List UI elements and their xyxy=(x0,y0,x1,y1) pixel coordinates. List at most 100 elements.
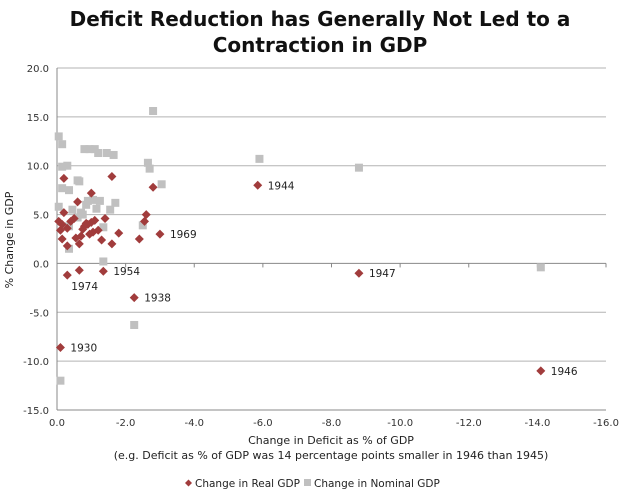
nominal-gdp-point xyxy=(157,180,166,189)
real-gdp-point xyxy=(114,228,124,238)
real-gdp-point xyxy=(59,173,69,183)
nominal-gdp-point xyxy=(99,257,108,266)
chart-title-line2: Contraction in GDP xyxy=(212,33,428,57)
point-label-1938: 1938 xyxy=(144,293,171,305)
y-tick-label: 5.0 xyxy=(33,211,49,222)
gridlines xyxy=(57,67,606,362)
nominal-gdp-point xyxy=(94,149,103,158)
x-tick-label: -2.0 xyxy=(116,418,136,429)
nominal-gdp-point xyxy=(130,320,139,329)
real-gdp-point xyxy=(107,239,117,249)
nominal-gdp-point xyxy=(82,200,91,209)
real-gdp-point xyxy=(62,223,72,233)
point-annotations: 1930 1974 1954 1938 1944 1947 1946 1969 xyxy=(70,180,577,378)
series-real-gdp xyxy=(54,171,546,376)
nominal-gdp-point xyxy=(78,210,87,219)
real-gdp-point xyxy=(54,216,64,226)
real-gdp-point xyxy=(155,229,165,239)
x-tick-label: -4.0 xyxy=(184,418,204,429)
point-label-1954: 1954 xyxy=(113,266,140,278)
nominal-gdp-point xyxy=(145,164,154,173)
real-gdp-point xyxy=(129,293,139,303)
nominal-gdp-point xyxy=(89,195,98,204)
nominal-gdp-point xyxy=(58,162,67,171)
legend-real-gdp-label: Change in Real GDP xyxy=(195,478,300,490)
real-gdp-point xyxy=(141,210,151,220)
nominal-gdp-point xyxy=(149,106,158,115)
nominal-gdp-point xyxy=(58,140,67,149)
nominal-gdp-point xyxy=(54,132,63,141)
nominal-gdp-point xyxy=(75,177,84,186)
real-gdp-point xyxy=(81,218,91,228)
real-gdp-point xyxy=(74,265,84,275)
nominal-gdp-point xyxy=(138,221,147,230)
real-gdp-point xyxy=(536,366,546,376)
real-gdp-point xyxy=(62,241,72,251)
nominal-gdp-point xyxy=(106,205,115,214)
y-axis-title: % Change in GDP xyxy=(3,191,16,288)
nominal-gdp-point xyxy=(536,263,545,272)
real-gdp-point xyxy=(55,342,65,352)
nominal-gdp-point xyxy=(95,196,104,205)
x-axis-note: (e.g. Deficit as % of GDP was 14 percent… xyxy=(114,449,549,462)
legend-nominal-gdp-label: Change in Nominal GDP xyxy=(314,478,440,490)
nominal-gdp-point xyxy=(63,161,72,170)
x-tick-label: 0.0 xyxy=(49,418,65,429)
series-nominal-gdp xyxy=(54,106,545,385)
x-tick-label: -14.0 xyxy=(524,418,550,429)
real-gdp-point xyxy=(93,225,103,235)
real-gdp-point xyxy=(57,234,67,244)
point-label-1944: 1944 xyxy=(268,180,295,192)
x-tick-label: -16.0 xyxy=(593,418,619,429)
nominal-gdp-point xyxy=(58,184,67,193)
real-gdp-point xyxy=(86,188,96,198)
real-gdp-point xyxy=(90,215,100,225)
nominal-gdp-point xyxy=(102,149,111,158)
real-gdp-point xyxy=(253,180,263,190)
nominal-gdp-point xyxy=(255,154,264,163)
real-gdp-point xyxy=(139,216,149,226)
real-gdp-point xyxy=(97,235,107,245)
real-gdp-point xyxy=(107,171,117,181)
y-tick-labels: 20.0 15.0 10.0 5.0 0.0 -5.0 -10.0 -15.0 xyxy=(23,64,49,417)
x-tick-label: -6.0 xyxy=(253,418,273,429)
nominal-gdp-point xyxy=(68,205,77,214)
point-label-1946: 1946 xyxy=(551,366,578,378)
real-gdp-point xyxy=(73,197,83,207)
nominal-gdp-point xyxy=(56,376,65,385)
y-tick-label: -10.0 xyxy=(23,357,49,368)
nominal-gdp-point xyxy=(65,186,74,195)
y-tick-label: -15.0 xyxy=(23,406,49,417)
legend: Change in Real GDP Change in Nominal GDP xyxy=(185,478,440,490)
real-gdp-point xyxy=(69,213,79,223)
nominal-gdp-point xyxy=(85,145,94,154)
x-tick-label: -12.0 xyxy=(456,418,482,429)
x-tick-label: -10.0 xyxy=(387,418,413,429)
real-gdp-point xyxy=(98,266,108,276)
x-axis-title: Change in Deficit as % of GDP xyxy=(248,434,414,447)
legend-nominal-gdp-marker xyxy=(304,479,311,486)
chart-title-line1: Deficit Reduction has Generally Not Led … xyxy=(69,7,571,31)
nominal-gdp-point xyxy=(80,145,89,154)
x-tick-label: -8.0 xyxy=(322,418,342,429)
real-gdp-point xyxy=(134,234,144,244)
y-tick-label: 0.0 xyxy=(33,259,49,270)
y-tick-label: -5.0 xyxy=(29,308,49,319)
nominal-gdp-point xyxy=(354,163,363,172)
nominal-gdp-point xyxy=(99,223,108,232)
nominal-gdp-point xyxy=(54,202,63,211)
x-tick-labels: 0.0 -2.0 -4.0 -6.0 -8.0 -10.0 -12.0 -14.0 -16.0 xyxy=(49,418,619,429)
nominal-gdp-point xyxy=(111,198,120,207)
real-gdp-point xyxy=(148,182,158,192)
real-gdp-point xyxy=(354,268,364,278)
point-label-1974: 1974 xyxy=(71,281,98,293)
point-label-1969: 1969 xyxy=(170,229,197,241)
real-gdp-point xyxy=(62,270,72,280)
nominal-gdp-point xyxy=(109,150,118,159)
chart-title: Deficit Reduction has Generally Not Led … xyxy=(0,6,640,58)
nominal-gdp-point xyxy=(65,244,74,253)
real-gdp-point xyxy=(76,231,86,241)
nominal-gdp-point xyxy=(143,158,152,167)
real-gdp-point xyxy=(59,208,69,218)
